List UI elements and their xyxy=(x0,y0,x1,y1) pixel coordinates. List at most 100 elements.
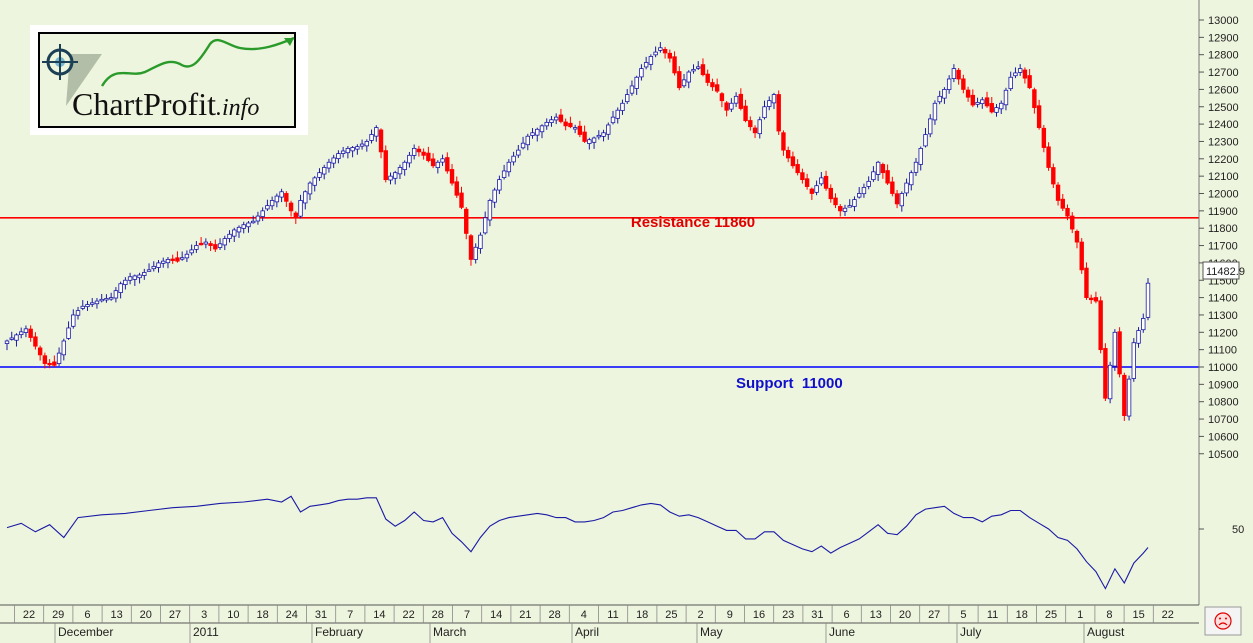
x-tick-label[interactable]: 9 xyxy=(727,609,733,621)
x-tick-label[interactable]: 14 xyxy=(373,609,385,621)
x-tick-label[interactable]: 16 xyxy=(753,609,765,621)
frown-face-icon[interactable] xyxy=(1204,606,1242,636)
y-tick-label: 12800 xyxy=(1208,50,1239,62)
x-tick-label[interactable]: 18 xyxy=(256,609,268,621)
candle xyxy=(894,189,900,209)
x-tick-label[interactable]: 1 xyxy=(1077,609,1083,621)
x-tick-label[interactable]: 29 xyxy=(52,609,64,621)
x-tick-label[interactable]: 15 xyxy=(1132,609,1144,621)
candle-body xyxy=(56,352,62,364)
x-tick-label[interactable]: 6 xyxy=(84,609,90,621)
x-tick-label[interactable]: 6 xyxy=(844,609,850,621)
candle xyxy=(658,42,663,53)
x-tick-label[interactable]: 27 xyxy=(928,609,940,621)
face-eye-right xyxy=(1225,617,1227,620)
candle xyxy=(790,151,796,169)
x-tick-label[interactable]: 7 xyxy=(347,609,353,621)
indicator-series xyxy=(6,495,1149,590)
candle xyxy=(459,186,464,210)
x-tick-label[interactable]: 28 xyxy=(432,609,444,621)
x-tick-label[interactable]: 27 xyxy=(169,609,181,621)
candle-body xyxy=(516,149,521,156)
x-axis-area xyxy=(0,605,1253,643)
candle xyxy=(497,175,502,195)
candle xyxy=(430,153,436,169)
candle-body xyxy=(307,182,313,195)
candle xyxy=(468,234,474,266)
candle xyxy=(284,191,289,207)
candle-body xyxy=(880,164,886,174)
x-tick-label[interactable]: 25 xyxy=(1045,609,1057,621)
x-tick-label[interactable]: 14 xyxy=(490,609,502,621)
candle-body xyxy=(397,167,403,175)
candle-body xyxy=(572,127,578,130)
x-tick-label[interactable]: 28 xyxy=(548,609,560,621)
candle-body xyxy=(284,193,289,202)
candle-body xyxy=(326,161,332,169)
candle-body xyxy=(710,82,715,88)
x-tick-label[interactable]: 21 xyxy=(519,609,531,621)
candle-body xyxy=(165,259,171,264)
logo-wedge xyxy=(66,54,102,106)
x-tick-label[interactable]: 11 xyxy=(607,609,618,621)
candle xyxy=(752,125,758,139)
x-tick-label[interactable]: 2 xyxy=(698,609,704,621)
x-tick-label[interactable]: 22 xyxy=(1162,609,1174,621)
candle xyxy=(326,158,332,173)
x-tick-label[interactable]: 18 xyxy=(1016,609,1028,621)
candle xyxy=(1088,294,1094,304)
candle-body xyxy=(1098,300,1103,351)
candle-body xyxy=(37,347,43,356)
x-tick-label[interactable]: 4 xyxy=(581,609,587,621)
candle-body xyxy=(9,337,14,340)
x-tick-label[interactable]: 5 xyxy=(960,609,966,621)
x-tick-label[interactable]: 10 xyxy=(227,609,239,621)
x-tick-label[interactable]: 13 xyxy=(110,609,122,621)
x-tick-label[interactable]: 11 xyxy=(987,609,998,621)
candle xyxy=(478,232,483,254)
x-tick-label[interactable]: 25 xyxy=(665,609,677,621)
x-axis-ticks[interactable]: 22 29 6 13 20 27 3 10 18 24 31 7 14 22 28 7 14 21 28 4 11 18 2… xyxy=(14,605,1174,623)
candle-body xyxy=(303,191,308,204)
candle xyxy=(99,293,104,303)
candle xyxy=(293,211,299,224)
candle xyxy=(1112,329,1118,371)
x-tick-label[interactable]: 23 xyxy=(782,609,794,621)
x-tick-label[interactable]: 24 xyxy=(286,609,298,621)
candle xyxy=(989,96,994,114)
x-tick-label[interactable]: 8 xyxy=(1106,609,1112,621)
x-tick-label[interactable]: 31 xyxy=(315,609,327,621)
candle-body xyxy=(894,193,900,205)
candle xyxy=(913,157,919,177)
x-tick-label[interactable]: 13 xyxy=(870,609,882,621)
x-tick-label[interactable]: 18 xyxy=(636,609,648,621)
candle xyxy=(156,260,161,273)
x-tick-label[interactable]: 22 xyxy=(23,609,35,621)
candle-body xyxy=(738,93,744,109)
logo: ChartProfit.info xyxy=(30,25,308,135)
candle-body xyxy=(989,103,994,113)
candle xyxy=(535,127,540,142)
x-tick-label[interactable]: 31 xyxy=(811,609,823,621)
candle xyxy=(601,129,606,142)
candle xyxy=(66,321,71,340)
candle-body xyxy=(965,89,971,98)
candle xyxy=(340,146,346,158)
x-tick-label[interactable]: 20 xyxy=(140,609,152,621)
x-tick-label[interactable]: 22 xyxy=(402,609,414,621)
candle xyxy=(1145,278,1151,321)
candle-body xyxy=(980,99,985,105)
candle xyxy=(1098,296,1103,354)
candle xyxy=(819,172,824,186)
candle-body xyxy=(388,175,393,181)
x-tick-label[interactable]: 3 xyxy=(201,609,207,621)
x-tick-label[interactable]: 20 xyxy=(899,609,911,621)
candle-body xyxy=(1060,198,1065,209)
candle xyxy=(350,145,355,158)
candle-body xyxy=(137,274,142,279)
x-tick-label[interactable]: 7 xyxy=(464,609,470,621)
y-tick-label: 11200 xyxy=(1208,327,1238,339)
candle-body xyxy=(340,150,346,154)
candle xyxy=(85,300,90,311)
candle xyxy=(767,96,772,111)
